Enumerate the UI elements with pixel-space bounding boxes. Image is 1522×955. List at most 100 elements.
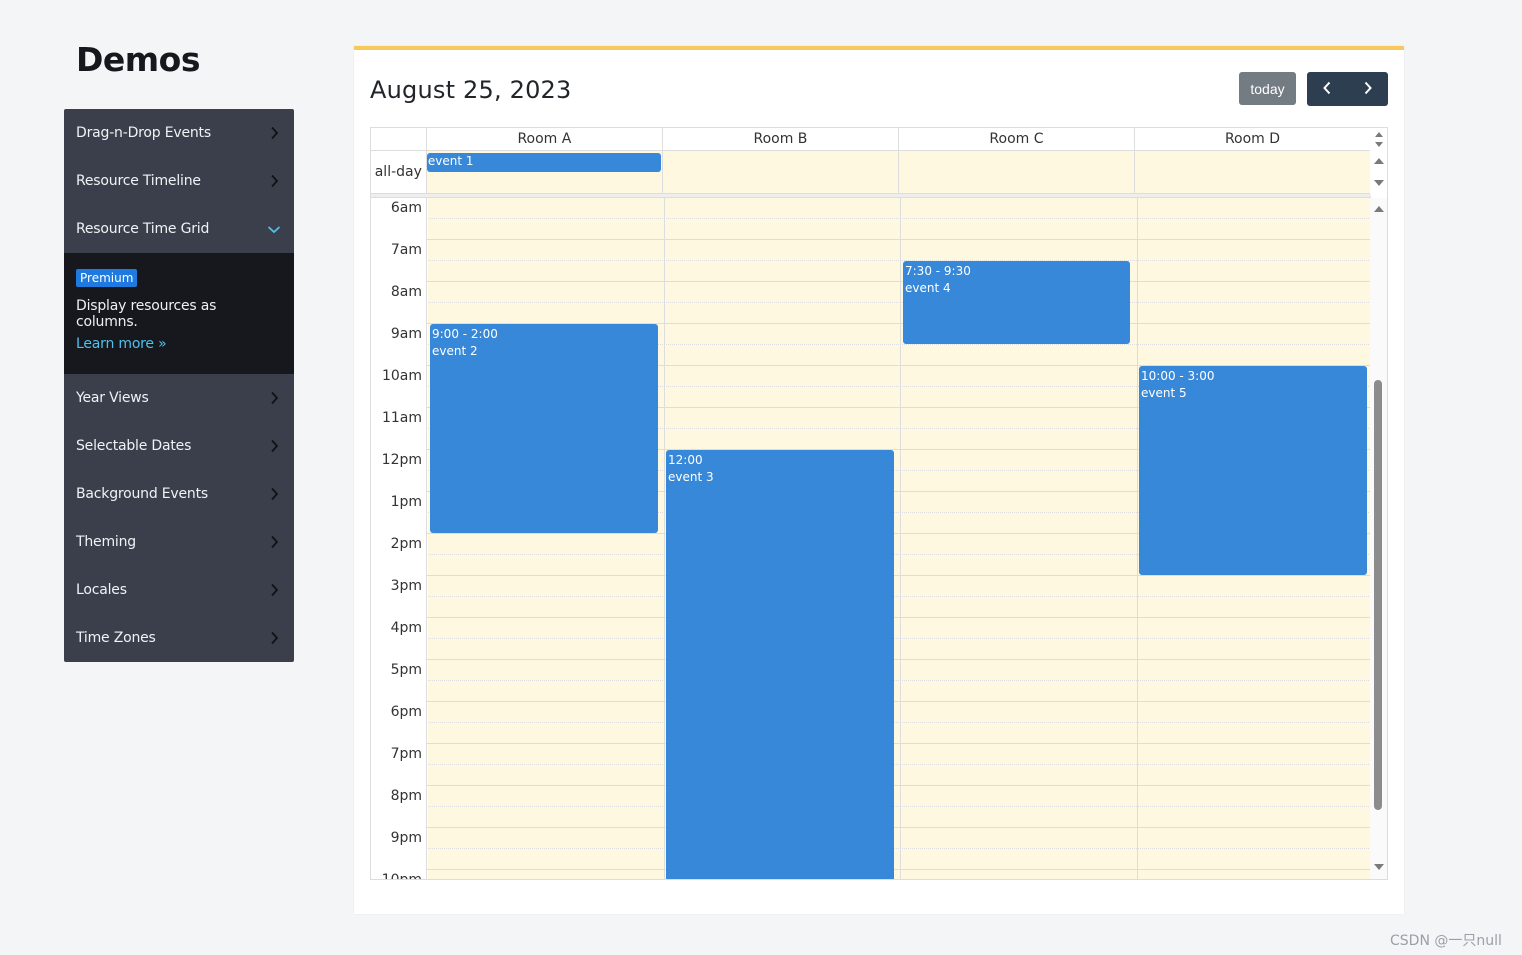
sidebar-item-label: Resource Timeline	[76, 173, 201, 189]
scroll-down-icon[interactable]	[1374, 180, 1384, 186]
sidebar-item-theming[interactable]: Theming	[64, 518, 294, 566]
scroll-up-icon[interactable]	[1374, 206, 1384, 212]
all-day-scrollbar[interactable]	[1370, 128, 1387, 198]
event-time: 7:30 - 9:30	[905, 264, 971, 278]
resource-time-grid: Room A Room B Room C Room D all-day even…	[370, 127, 1388, 880]
event-title: event 3	[668, 470, 714, 484]
chevron-right-icon	[266, 534, 282, 550]
time-label: 2pm	[390, 536, 422, 552]
scroll-up-small-icon[interactable]	[1375, 132, 1383, 137]
time-label: 3pm	[390, 578, 422, 594]
sidebar-item-time-zones[interactable]: Time Zones	[64, 614, 294, 662]
time-label: 1pm	[390, 494, 422, 510]
chevron-down-icon	[266, 221, 282, 237]
time-label: 6pm	[390, 704, 422, 720]
sidebar-item-selectable-dates[interactable]: Selectable Dates	[64, 422, 294, 470]
event-1[interactable]: event 1	[426, 153, 661, 172]
event-title: event 4	[905, 281, 951, 295]
column-divider	[663, 198, 665, 879]
event-time: 10:00 - 3:00	[1141, 369, 1215, 383]
event-time: 12:00	[668, 453, 703, 467]
scroll-up-icon[interactable]	[1374, 158, 1384, 164]
chevron-right-icon	[1363, 80, 1373, 99]
time-label: 9pm	[390, 830, 422, 846]
event-5[interactable]: 10:00 - 3:00 event 5	[1139, 366, 1367, 575]
sidebar-item-drag-n-drop-events[interactable]: Drag-n-Drop Events	[64, 109, 294, 157]
all-day-cell-room-d[interactable]	[1134, 151, 1372, 193]
column-divider	[900, 198, 901, 879]
resource-header-room-b: Room B	[663, 128, 899, 150]
event-3[interactable]: 12:00 event 3	[666, 450, 894, 879]
resource-header-room-d: Room D	[1135, 128, 1372, 150]
learn-more-link[interactable]: Learn more »	[76, 336, 167, 352]
sidebar-item-label: Resource Time Grid	[76, 221, 210, 237]
sidebar-item-year-views[interactable]: Year Views	[64, 374, 294, 422]
time-label: 4pm	[390, 620, 422, 636]
sidebar-item-label: Year Views	[76, 390, 149, 406]
all-day-cell-room-c[interactable]	[898, 151, 1135, 193]
sidebar-item-label: Theming	[76, 534, 136, 550]
time-label: 8am	[390, 284, 422, 300]
panel-description: Display resources as columns.	[76, 298, 217, 330]
column-divider	[1136, 198, 1138, 879]
sidebar-item-resource-timeline[interactable]: Resource Timeline	[64, 157, 294, 205]
time-grid-scrollbar[interactable]	[1370, 198, 1387, 879]
chevron-right-icon	[266, 582, 282, 598]
chevron-right-icon	[266, 438, 282, 454]
time-axis: 6am 7am 8am 9am 10am 11am 12pm 1pm 2pm 3…	[371, 198, 427, 880]
time-label: 12pm	[381, 452, 422, 468]
demos-sidebar: Drag-n-Drop Events Resource Timeline Res…	[64, 109, 294, 662]
event-2[interactable]: 9:00 - 2:00 event 2	[430, 324, 658, 533]
time-label: 7pm	[390, 746, 422, 762]
time-label: 5pm	[390, 662, 422, 678]
sidebar-item-label: Selectable Dates	[76, 438, 192, 454]
time-label: 11am	[381, 410, 422, 426]
time-label: 8pm	[390, 788, 422, 804]
calendar-card: August 25, 2023 today Room A Room B Room…	[354, 46, 1404, 914]
resource-header-row: Room A Room B Room C Room D	[371, 128, 1372, 151]
all-day-cell-room-a[interactable]: event 1	[426, 151, 663, 193]
nav-button-group	[1307, 72, 1388, 106]
scrollbar-thumb[interactable]	[1374, 380, 1382, 810]
chevron-right-icon	[266, 390, 282, 406]
today-button[interactable]: today	[1239, 72, 1296, 105]
all-day-row: all-day event 1	[371, 151, 1372, 194]
time-label: 10pm	[381, 872, 422, 880]
sidebar-item-resource-time-grid[interactable]: Resource Time Grid	[64, 205, 294, 253]
axis-header-cell	[371, 128, 427, 150]
sidebar-item-label: Time Zones	[76, 630, 156, 646]
sidebar-item-label: Drag-n-Drop Events	[76, 125, 211, 141]
event-title: event 5	[1141, 386, 1187, 400]
chevron-right-icon	[266, 173, 282, 189]
prev-button[interactable]	[1307, 72, 1348, 106]
watermark: CSDN @一只null	[1390, 933, 1502, 949]
scroll-down-icon[interactable]	[1374, 864, 1384, 870]
time-label: 6am	[390, 200, 422, 216]
next-button[interactable]	[1348, 72, 1389, 106]
resource-header-room-a: Room A	[427, 128, 663, 150]
column-bg-room-a[interactable]	[428, 198, 664, 879]
event-4[interactable]: 7:30 - 9:30 event 4	[903, 261, 1130, 344]
allday-divider	[371, 194, 1371, 198]
sidebar-item-label: Locales	[76, 582, 127, 598]
premium-badge: Premium	[76, 269, 138, 287]
sidebar-item-label: Background Events	[76, 486, 208, 502]
chevron-right-icon	[266, 486, 282, 502]
event-time: 9:00 - 2:00	[432, 327, 498, 341]
resource-time-grid-panel: Premium Display resources as columns. Le…	[64, 253, 294, 374]
scroll-down-small-icon[interactable]	[1375, 142, 1383, 147]
sidebar-item-locales[interactable]: Locales	[64, 566, 294, 614]
resource-header-room-c: Room C	[899, 128, 1135, 150]
page-title: Demos	[76, 40, 200, 79]
all-day-cell-room-b[interactable]	[662, 151, 899, 193]
event-title: event 2	[432, 344, 478, 358]
time-label: 7am	[390, 242, 422, 258]
chevron-left-icon	[1322, 80, 1332, 99]
all-day-label: all-day	[371, 151, 427, 193]
chevron-right-icon	[266, 630, 282, 646]
sidebar-item-background-events[interactable]: Background Events	[64, 470, 294, 518]
time-grid-body: 6am 7am 8am 9am 10am 11am 12pm 1pm 2pm 3…	[371, 198, 1371, 880]
chevron-right-icon	[266, 125, 282, 141]
time-label: 10am	[381, 368, 422, 384]
calendar-title: August 25, 2023	[370, 76, 572, 104]
